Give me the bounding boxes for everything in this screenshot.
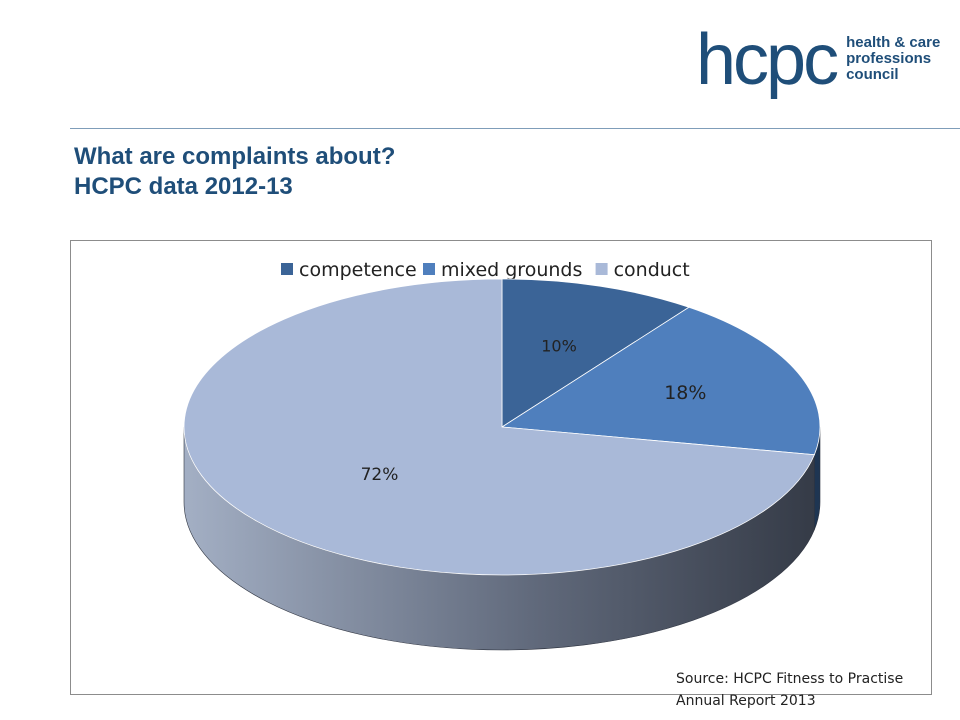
legend-swatch bbox=[423, 263, 435, 275]
source-note: Source: HCPC Fitness to Practise Annual … bbox=[676, 668, 903, 712]
logo-wordmark: hcpc bbox=[696, 20, 839, 100]
pie-label-mixed-grounds: 18% bbox=[664, 382, 706, 404]
pie-label-conduct: 72% bbox=[361, 465, 399, 485]
legend-label: conduct bbox=[614, 259, 690, 281]
logo-tagline-line: council bbox=[846, 66, 899, 83]
logo-tagline: health & care professions council bbox=[846, 35, 940, 83]
slide-title-line2: HCPC data 2012-13 bbox=[74, 173, 293, 200]
slide-title: What are complaints about? HCPC data 201… bbox=[74, 142, 395, 202]
source-line2: Annual Report 2013 bbox=[676, 693, 816, 709]
pie-top-faces bbox=[183, 278, 821, 576]
pie-slice-competence bbox=[501, 278, 690, 428]
pie-slice-conduct bbox=[183, 278, 815, 576]
slide-title-line1: What are complaints about? bbox=[74, 143, 396, 170]
source-line1: Source: HCPC Fitness to Practise bbox=[676, 671, 904, 687]
header-divider bbox=[70, 128, 960, 129]
logo-tagline-line: health & care bbox=[846, 34, 941, 51]
legend-label: competence bbox=[299, 259, 417, 281]
pie-data-labels: 10% 18% 72% bbox=[361, 336, 707, 485]
pie-chart: competence mixed grounds conduct 10% 18% 72% bbox=[183, 259, 821, 651]
chart-frame: competence mixed grounds conduct 10% 18% 72% bbox=[70, 240, 932, 695]
logo-tagline-line: professions bbox=[846, 50, 932, 67]
pie-slice-mixed-grounds bbox=[500, 306, 821, 456]
legend-label: mixed grounds bbox=[441, 259, 582, 281]
pie-label-competence: 10% bbox=[541, 336, 577, 355]
legend-swatch bbox=[595, 263, 608, 275]
legend-swatch bbox=[281, 263, 293, 275]
chart-legend: competence mixed grounds conduct bbox=[281, 259, 690, 281]
hcpc-logo: hcpc health & care professions council bbox=[696, 20, 940, 102]
